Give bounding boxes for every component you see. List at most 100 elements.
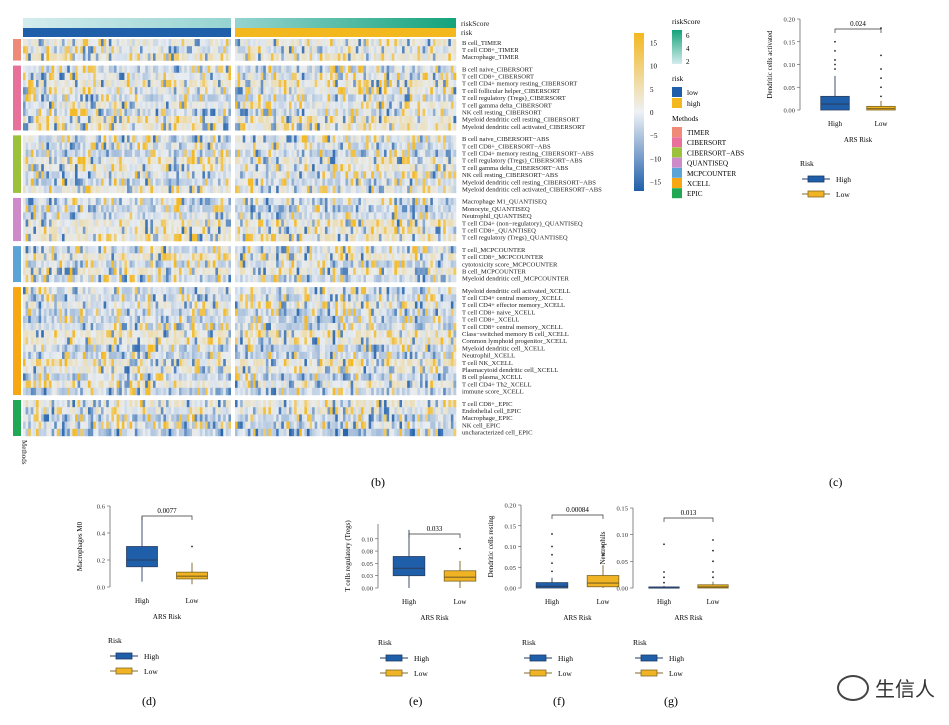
heatmap-cell <box>46 115 50 124</box>
heatmap-cell <box>56 142 60 150</box>
heatmap-cell <box>137 267 141 276</box>
heatmap-cell <box>69 53 73 61</box>
heatmap-cell <box>407 226 411 235</box>
heatmap-cell <box>250 79 254 88</box>
heatmap-cell <box>368 178 372 186</box>
heatmap-cell <box>366 101 369 109</box>
heatmap-cell <box>46 72 50 81</box>
heatmap-cell <box>281 253 285 261</box>
heatmap-cell <box>286 123 290 131</box>
heatmap-cell <box>384 108 387 117</box>
heatmap-cell <box>417 246 421 254</box>
heatmap-cell <box>337 46 341 54</box>
heatmap-cell <box>381 253 385 261</box>
heatmap-cell <box>304 178 308 186</box>
heatmap-cell <box>116 253 120 261</box>
heatmap-cell <box>207 149 211 158</box>
heatmap-cell <box>443 123 447 131</box>
heatmap-cell <box>425 219 429 227</box>
heatmap-cell <box>389 164 393 172</box>
heatmap-cell <box>179 135 182 143</box>
heatmap-cell <box>363 149 367 158</box>
heatmap-cell <box>440 246 444 254</box>
heatmap-cell <box>355 72 359 81</box>
heatmap-cell <box>301 246 305 254</box>
heatmap-cell <box>445 115 449 124</box>
heatmap-cell <box>225 197 229 206</box>
heatmap-cell <box>402 156 405 165</box>
heatmap-cell <box>276 226 279 235</box>
heatmap-cell <box>335 53 339 61</box>
heatmap-cell <box>250 226 254 235</box>
heatmap-cell <box>414 226 418 235</box>
heatmap-cell <box>438 94 441 102</box>
heatmap-cell <box>278 65 282 73</box>
heatmap-cell <box>77 53 81 61</box>
heatmap-row <box>23 94 457 102</box>
heatmap-cell <box>38 178 42 186</box>
heatmap-cell <box>140 135 143 143</box>
heatmap-cell <box>396 156 400 165</box>
heatmap-cell <box>158 94 162 102</box>
heatmap-cell <box>420 115 423 124</box>
heatmap-cell <box>440 233 444 242</box>
heatmap-cell <box>420 65 423 73</box>
heatmap-cell <box>166 142 169 150</box>
heatmap-cell <box>173 94 177 102</box>
heatmap-cell <box>116 79 120 88</box>
heatmap-cell <box>160 156 164 165</box>
heatmap-cell <box>69 65 73 73</box>
heatmap-cell <box>409 149 413 158</box>
heatmap-cell <box>340 135 344 143</box>
heatmap-cell <box>142 178 146 186</box>
heatmap-cell <box>202 135 206 143</box>
heatmap-cell <box>409 72 413 81</box>
heatmap-cell <box>255 46 259 54</box>
heatmap-cell <box>210 101 214 109</box>
heatmap-cell <box>258 142 261 150</box>
heatmap-cell <box>283 79 287 88</box>
heatmap-cell <box>137 65 141 73</box>
heatmap-cell <box>440 185 444 194</box>
heatmap-cell <box>134 142 138 150</box>
heatmap-cell <box>286 171 290 179</box>
heatmap-cell <box>342 87 346 95</box>
heatmap-cell <box>342 94 346 102</box>
heatmap-cell <box>54 142 58 150</box>
heatmap-cell <box>312 178 315 186</box>
heatmap-cell <box>189 156 193 165</box>
heatmap-cell <box>453 149 457 158</box>
heatmap-cell <box>358 65 362 73</box>
heatmap-cell <box>140 260 143 268</box>
heatmap-cell <box>155 87 159 95</box>
heatmap-cell <box>430 101 434 109</box>
heatmap-cell <box>199 205 203 213</box>
heatmap-cell <box>283 171 287 179</box>
heatmap-cell <box>448 226 452 235</box>
heatmap-cell <box>435 108 439 117</box>
heatmap-cell <box>197 94 201 102</box>
heatmap-cell <box>306 253 310 261</box>
heatmap-cell <box>453 178 457 186</box>
heatmap-cell <box>181 65 185 73</box>
heatmap-cell <box>168 94 172 102</box>
heatmap-cell <box>330 233 333 242</box>
heatmap-cell <box>250 253 254 261</box>
heatmap-cell <box>129 233 133 242</box>
heatmap-cell <box>88 156 91 165</box>
heatmap-cell <box>171 123 175 131</box>
heatmap-cell <box>294 65 297 73</box>
heatmap-cell <box>335 267 339 276</box>
heatmap-cell <box>59 171 63 179</box>
heatmap-cell <box>286 87 290 95</box>
heatmap-cell <box>114 65 117 73</box>
heatmap-cell <box>252 185 256 194</box>
heatmap-cell <box>132 115 136 124</box>
heatmap-cell <box>414 94 418 102</box>
heatmap-cell <box>240 115 244 124</box>
heatmap-cell <box>88 65 91 73</box>
heatmap-cell <box>181 115 185 124</box>
heatmap-cell <box>422 197 426 206</box>
heatmap-cell <box>335 185 339 194</box>
heatmap-cell <box>54 171 58 179</box>
